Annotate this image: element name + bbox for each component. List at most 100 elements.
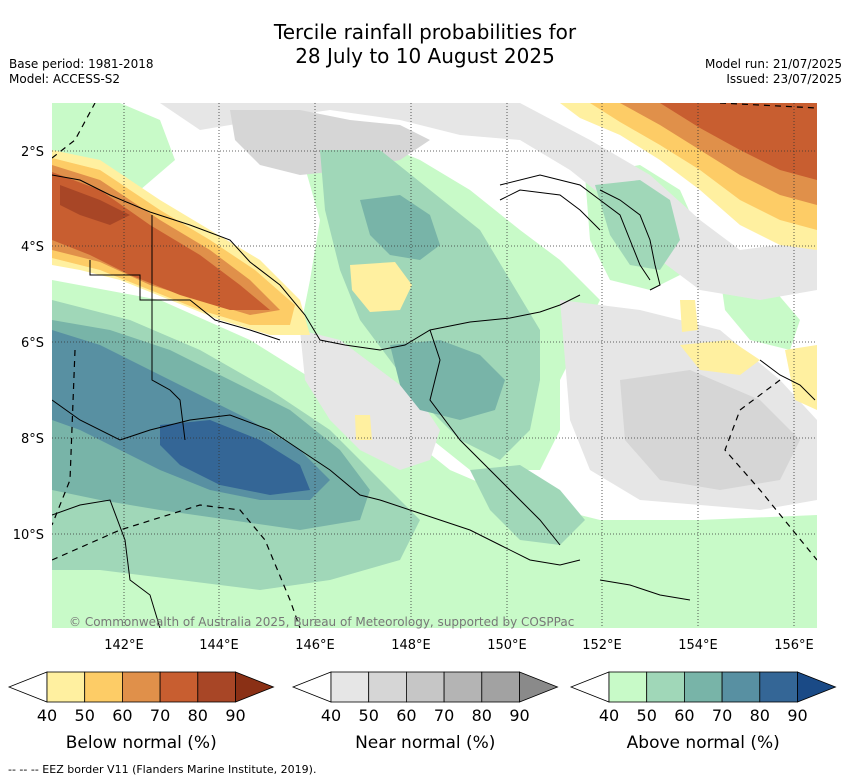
below-normal-below-range-swatch <box>7 671 48 703</box>
near-normal-colorbar: 40 50 60 70 80 90 Near normal (%) <box>291 671 559 753</box>
near-normal-tick-label: 60 <box>396 706 416 725</box>
above-normal-50-se <box>780 550 817 628</box>
eez-northwest <box>52 103 96 159</box>
new-guinea-south-coast <box>52 399 581 566</box>
eez-east <box>724 379 817 561</box>
above-normal-swatch <box>684 671 723 703</box>
above-normal-60-se <box>470 465 585 545</box>
eez-south <box>52 504 301 628</box>
near-normal-60-east <box>620 370 800 490</box>
above-normal-above-range-swatch <box>797 671 837 703</box>
near-normal-swatch <box>481 671 520 703</box>
lat-label: 4°S <box>21 240 44 255</box>
below-normal-swatch <box>122 671 161 703</box>
eez-northeast <box>719 103 817 109</box>
below-normal-swatch <box>84 671 123 703</box>
below-normal-above-range-swatch <box>235 671 275 703</box>
above-normal-70-mid <box>390 340 505 420</box>
below-normal-80-ne <box>660 103 817 180</box>
meta-left: Base period: 1981-2018 Model: ACCESS-S2 <box>9 57 154 87</box>
lon-label: 148°E <box>391 638 431 653</box>
lon-label: 152°E <box>582 638 622 653</box>
new-guinea-north-coast <box>52 174 581 351</box>
above-normal-60-ne <box>595 180 680 270</box>
above-normal-swatch <box>608 671 648 703</box>
below-normal-colorbar-label: Below normal (%) <box>66 733 217 753</box>
above-normal-tick-label: 70 <box>712 706 732 725</box>
new-britain-south <box>499 189 601 231</box>
above-normal-tick-label: 80 <box>750 706 770 725</box>
below-normal-tick-label: 90 <box>225 706 245 725</box>
new-britain <box>499 174 651 281</box>
attribution-text: © Commonwealth of Australia 2025, Bureau… <box>69 615 574 629</box>
below-normal-colorbar: 40 50 60 70 80 90 Below normal (%) <box>7 671 275 753</box>
lon-label: 150°E <box>487 638 527 653</box>
title-line-1: Tercile rainfall probabilities for <box>273 20 577 44</box>
near-normal-colorbar-label: Near normal (%) <box>355 733 495 753</box>
below-normal-50-small2 <box>355 415 372 440</box>
lat-label: 2°S <box>21 145 44 160</box>
lon-label: 156°E <box>774 638 814 653</box>
lat-label: 6°S <box>21 336 44 351</box>
png-indonesia-border <box>151 215 186 441</box>
above-normal-70-center <box>360 195 440 260</box>
south-islands <box>599 579 691 601</box>
near-normal-tick-label: 50 <box>359 706 379 725</box>
above-normal-swatch <box>759 671 798 703</box>
lon-labels: 142°E 144°E 146°E 148°E 150°E 152°E 154°… <box>104 638 814 653</box>
below-normal-tick-label: 80 <box>188 706 208 725</box>
colorbars: 40 50 60 70 80 90 Below normal (%) 40 50 60 70 80 90… <box>7 671 837 753</box>
below-normal-90-west <box>60 185 130 225</box>
near-normal-above-range-swatch <box>519 671 559 703</box>
above-normal-below-range-swatch <box>569 671 610 703</box>
lat-labels: 2°S 4°S 6°S 8°S 10°S <box>13 145 44 543</box>
province-borders <box>89 260 281 341</box>
above-normal-tick-label: 50 <box>637 706 657 725</box>
issued-date: Issued: 23/07/2025 <box>726 72 842 86</box>
bougainville <box>759 359 816 401</box>
model-run: Model run: 21/07/2025 <box>704 57 842 71</box>
near-normal-tick-label: 40 <box>321 706 341 725</box>
above-normal-swatch <box>646 671 685 703</box>
above-normal-colorbar-label: Above normal (%) <box>627 733 780 753</box>
probability-fields <box>52 103 817 628</box>
below-normal-tick-label: 70 <box>150 706 170 725</box>
lat-label: 8°S <box>21 432 44 447</box>
australia-cape-york <box>52 499 161 628</box>
model-name: Model: ACCESS-S2 <box>9 72 121 86</box>
chart-title: Tercile rainfall probabilities for 28 Ju… <box>0 20 850 68</box>
below-normal-swatch <box>197 671 236 703</box>
near-normal-swatch <box>405 671 445 703</box>
near-normal-tick-label: 80 <box>472 706 492 725</box>
borders <box>89 215 281 441</box>
above-normal-90-south <box>160 420 310 495</box>
below-normal-swatch <box>46 671 86 703</box>
lon-label: 146°E <box>295 638 335 653</box>
above-normal-colorbar: 40 50 60 70 80 90 Above normal (%) <box>569 671 837 753</box>
above-normal-tick-label: 90 <box>787 706 807 725</box>
near-normal-50-center <box>300 330 440 470</box>
below-normal-tick-label: 60 <box>112 706 132 725</box>
above-normal-swatch <box>721 671 761 703</box>
below-normal-50-small1 <box>680 300 698 332</box>
base-period: Base period: 1981-2018 <box>9 57 154 71</box>
below-normal-tick-label: 50 <box>75 706 95 725</box>
eez-footnote: -- -- -- EEZ border V11 (Flanders Marine… <box>8 763 317 776</box>
below-normal-50-east <box>680 340 760 375</box>
below-normal-50-center <box>350 262 412 312</box>
near-normal-swatch <box>368 671 407 703</box>
eez-borders <box>52 103 817 628</box>
new-ireland <box>599 189 661 291</box>
lat-label: 10°S <box>13 528 44 543</box>
new-guinea-east-tip <box>429 329 561 546</box>
above-normal-80-west <box>60 345 100 370</box>
above-normal-tick-label: 60 <box>674 706 694 725</box>
meta-right: Model run: 21/07/2025 Issued: 23/07/2025 <box>705 57 842 87</box>
below-normal-swatch <box>159 671 199 703</box>
above-normal-tick-label: 40 <box>599 706 619 725</box>
near-normal-below-range-swatch <box>291 671 332 703</box>
lon-label: 142°E <box>104 638 144 653</box>
near-normal-swatch <box>443 671 483 703</box>
below-normal-tick-label: 40 <box>37 706 57 725</box>
